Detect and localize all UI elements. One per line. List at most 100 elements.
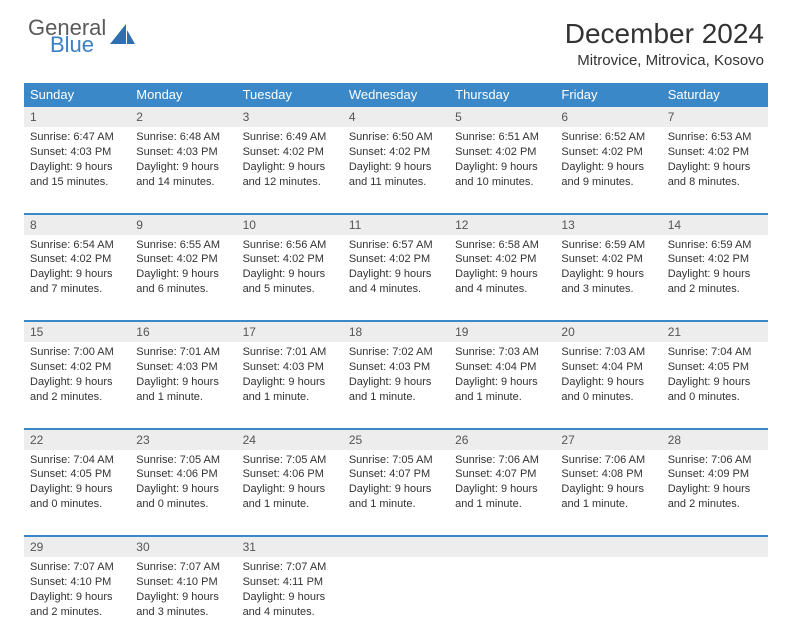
daylight-text-2: and 9 minutes. <box>561 175 655 190</box>
day-details: Sunrise: 6:47 AMSunset: 4:03 PMDaylight:… <box>24 127 130 195</box>
day-cell: Sunrise: 6:54 AMSunset: 4:02 PMDaylight:… <box>24 235 130 321</box>
weekday-header: Friday <box>555 83 661 106</box>
day-cell: Sunrise: 6:51 AMSunset: 4:02 PMDaylight:… <box>449 127 555 213</box>
day-cell: Sunrise: 7:04 AMSunset: 4:05 PMDaylight:… <box>24 450 130 536</box>
day-cell: Sunrise: 6:53 AMSunset: 4:02 PMDaylight:… <box>662 127 768 213</box>
empty-day-number <box>449 536 555 557</box>
empty-cell <box>343 557 449 643</box>
location-text: Mitrovice, Mitrovica, Kosovo <box>565 52 764 69</box>
sunrise-text: Sunrise: 7:05 AM <box>136 453 230 468</box>
empty-body <box>343 557 449 643</box>
day-details: Sunrise: 7:00 AMSunset: 4:02 PMDaylight:… <box>24 342 130 410</box>
daylight-text-1: Daylight: 9 hours <box>455 160 549 175</box>
empty-cell <box>662 557 768 643</box>
daylight-text-1: Daylight: 9 hours <box>668 375 762 390</box>
day-details: Sunrise: 6:51 AMSunset: 4:02 PMDaylight:… <box>449 127 555 195</box>
sunset-text: Sunset: 4:05 PM <box>30 467 124 482</box>
daylight-text-1: Daylight: 9 hours <box>136 375 230 390</box>
sunset-text: Sunset: 4:10 PM <box>136 575 230 590</box>
daylight-text-2: and 1 minute. <box>349 390 443 405</box>
day-number: 6 <box>555 106 661 127</box>
day-details: Sunrise: 6:56 AMSunset: 4:02 PMDaylight:… <box>237 235 343 303</box>
daylight-text-1: Daylight: 9 hours <box>30 375 124 390</box>
day-details: Sunrise: 6:57 AMSunset: 4:02 PMDaylight:… <box>343 235 449 303</box>
sunset-text: Sunset: 4:07 PM <box>455 467 549 482</box>
daylight-text-2: and 1 minute. <box>243 390 337 405</box>
day-cell: Sunrise: 7:05 AMSunset: 4:06 PMDaylight:… <box>237 450 343 536</box>
calendar-table: SundayMondayTuesdayWednesdayThursdayFrid… <box>24 83 768 643</box>
day-number: 25 <box>343 429 449 450</box>
daylight-text-1: Daylight: 9 hours <box>30 160 124 175</box>
day-number: 1 <box>24 106 130 127</box>
month-title: December 2024 <box>565 18 764 50</box>
sunrise-text: Sunrise: 7:05 AM <box>349 453 443 468</box>
day-details: Sunrise: 6:49 AMSunset: 4:02 PMDaylight:… <box>237 127 343 195</box>
daylight-text-2: and 1 minute. <box>455 390 549 405</box>
day-cell: Sunrise: 6:57 AMSunset: 4:02 PMDaylight:… <box>343 235 449 321</box>
weekday-header: Monday <box>130 83 236 106</box>
weekday-header: Tuesday <box>237 83 343 106</box>
day-details: Sunrise: 6:59 AMSunset: 4:02 PMDaylight:… <box>555 235 661 303</box>
weekday-header-row: SundayMondayTuesdayWednesdayThursdayFrid… <box>24 83 768 106</box>
day-details: Sunrise: 7:06 AMSunset: 4:09 PMDaylight:… <box>662 450 768 518</box>
day-number: 2 <box>130 106 236 127</box>
sunrise-text: Sunrise: 7:06 AM <box>561 453 655 468</box>
daylight-text-1: Daylight: 9 hours <box>561 267 655 282</box>
daylight-text-2: and 11 minutes. <box>349 175 443 190</box>
daylight-text-1: Daylight: 9 hours <box>243 590 337 605</box>
day-cell: Sunrise: 6:47 AMSunset: 4:03 PMDaylight:… <box>24 127 130 213</box>
daylight-text-1: Daylight: 9 hours <box>561 375 655 390</box>
day-details: Sunrise: 7:02 AMSunset: 4:03 PMDaylight:… <box>343 342 449 410</box>
daylight-text-1: Daylight: 9 hours <box>243 375 337 390</box>
daylight-text-1: Daylight: 9 hours <box>30 590 124 605</box>
empty-day-number <box>343 536 449 557</box>
day-details: Sunrise: 7:03 AMSunset: 4:04 PMDaylight:… <box>555 342 661 410</box>
sunset-text: Sunset: 4:03 PM <box>30 145 124 160</box>
day-details: Sunrise: 7:01 AMSunset: 4:03 PMDaylight:… <box>237 342 343 410</box>
weekday-header: Thursday <box>449 83 555 106</box>
sunrise-text: Sunrise: 6:58 AM <box>455 238 549 253</box>
weekday-header: Saturday <box>662 83 768 106</box>
day-cell: Sunrise: 7:06 AMSunset: 4:08 PMDaylight:… <box>555 450 661 536</box>
day-details: Sunrise: 6:54 AMSunset: 4:02 PMDaylight:… <box>24 235 130 303</box>
daylight-text-2: and 6 minutes. <box>136 282 230 297</box>
sunrise-text: Sunrise: 6:47 AM <box>30 130 124 145</box>
day-number: 24 <box>237 429 343 450</box>
day-number: 29 <box>24 536 130 557</box>
sunrise-text: Sunrise: 7:02 AM <box>349 345 443 360</box>
sunrise-text: Sunrise: 6:56 AM <box>243 238 337 253</box>
daylight-text-2: and 4 minutes. <box>349 282 443 297</box>
day-number: 13 <box>555 214 661 235</box>
day-cell: Sunrise: 7:03 AMSunset: 4:04 PMDaylight:… <box>555 342 661 428</box>
daylight-text-2: and 2 minutes. <box>668 282 762 297</box>
day-body-row: Sunrise: 6:54 AMSunset: 4:02 PMDaylight:… <box>24 235 768 321</box>
sunrise-text: Sunrise: 6:54 AM <box>30 238 124 253</box>
day-details: Sunrise: 6:58 AMSunset: 4:02 PMDaylight:… <box>449 235 555 303</box>
weekday-header: Sunday <box>24 83 130 106</box>
day-cell: Sunrise: 7:00 AMSunset: 4:02 PMDaylight:… <box>24 342 130 428</box>
day-body-row: Sunrise: 6:47 AMSunset: 4:03 PMDaylight:… <box>24 127 768 213</box>
day-details: Sunrise: 7:07 AMSunset: 4:10 PMDaylight:… <box>24 557 130 625</box>
day-number: 4 <box>343 106 449 127</box>
sunset-text: Sunset: 4:04 PM <box>561 360 655 375</box>
sunrise-text: Sunrise: 6:51 AM <box>455 130 549 145</box>
daylight-text-1: Daylight: 9 hours <box>668 482 762 497</box>
day-number: 26 <box>449 429 555 450</box>
day-details: Sunrise: 6:52 AMSunset: 4:02 PMDaylight:… <box>555 127 661 195</box>
day-details: Sunrise: 7:04 AMSunset: 4:05 PMDaylight:… <box>662 342 768 410</box>
daylight-text-1: Daylight: 9 hours <box>455 375 549 390</box>
day-cell: Sunrise: 7:01 AMSunset: 4:03 PMDaylight:… <box>130 342 236 428</box>
sunrise-text: Sunrise: 7:01 AM <box>136 345 230 360</box>
day-body-row: Sunrise: 7:07 AMSunset: 4:10 PMDaylight:… <box>24 557 768 643</box>
sunset-text: Sunset: 4:02 PM <box>668 145 762 160</box>
day-cell: Sunrise: 6:56 AMSunset: 4:02 PMDaylight:… <box>237 235 343 321</box>
daylight-text-1: Daylight: 9 hours <box>349 375 443 390</box>
logo: General Blue <box>28 18 136 56</box>
sunrise-text: Sunrise: 7:01 AM <box>243 345 337 360</box>
daylight-text-1: Daylight: 9 hours <box>561 160 655 175</box>
sunrise-text: Sunrise: 6:53 AM <box>668 130 762 145</box>
daylight-text-1: Daylight: 9 hours <box>668 160 762 175</box>
empty-day-number <box>662 536 768 557</box>
sunset-text: Sunset: 4:09 PM <box>668 467 762 482</box>
day-number: 22 <box>24 429 130 450</box>
